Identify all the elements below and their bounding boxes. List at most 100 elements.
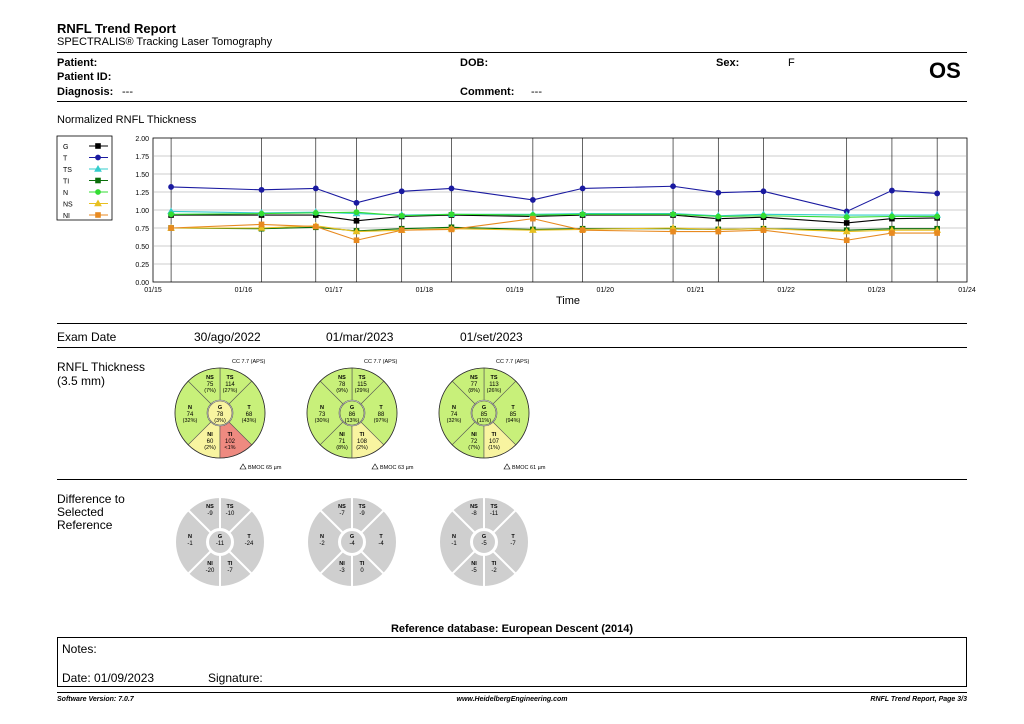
chart-y-tick-label: 2.00 bbox=[135, 136, 149, 143]
chart-legend-label: NS bbox=[63, 202, 73, 209]
sector-name: TI bbox=[228, 432, 233, 438]
sector-name: NS bbox=[470, 375, 478, 381]
sector-g bbox=[471, 400, 497, 426]
difference-circle-3: NS-8TS-11N-1T-7NI-5TI-2G-5 bbox=[438, 495, 530, 589]
scan-circle-label: CC 7.7 (APS) bbox=[496, 359, 529, 365]
notes-box: Notes: Date: 01/09/2023 Signature: bbox=[57, 637, 967, 687]
chart-series-n bbox=[168, 209, 941, 221]
scan-circle-label: CC 7.7 (APS) bbox=[232, 359, 265, 365]
divider bbox=[57, 52, 967, 53]
chart-series-line bbox=[171, 211, 938, 218]
sector-value: 74 bbox=[451, 412, 458, 418]
sector-name: G bbox=[350, 405, 354, 411]
sector-value: 114 bbox=[225, 382, 235, 388]
chart-data-point bbox=[398, 188, 405, 195]
diagnosis-label: Diagnosis: bbox=[57, 86, 114, 98]
chart-data-point bbox=[168, 211, 174, 218]
chart-data-point bbox=[934, 230, 940, 236]
sector-value: 88 bbox=[378, 412, 385, 418]
chart-data-point bbox=[353, 199, 360, 206]
sector-name: TI bbox=[360, 432, 365, 438]
sector-name: G bbox=[482, 405, 486, 411]
sector-difference: -24 bbox=[245, 541, 254, 547]
sector-value: 60 bbox=[207, 439, 214, 445]
chart-y-tick-label: 1.75 bbox=[135, 154, 149, 161]
sector-value: 73 bbox=[319, 412, 326, 418]
chart-y-tick-label: 0.00 bbox=[135, 280, 149, 287]
exam-date-2: 01/mar/2023 bbox=[326, 330, 394, 344]
sector-name: TS bbox=[226, 504, 233, 510]
chart-legend-marker bbox=[94, 199, 102, 207]
page-number: RNFL Trend Report, Page 3/3 bbox=[870, 696, 967, 703]
chart-x-tick-label: 01/16 bbox=[235, 287, 253, 294]
sector-percentile: (2%) bbox=[204, 445, 216, 451]
chart-data-point bbox=[889, 213, 895, 220]
chart-data-point bbox=[760, 188, 767, 195]
sector-g bbox=[339, 529, 365, 555]
sector-name: T bbox=[247, 405, 251, 411]
chart-data-point bbox=[843, 220, 850, 226]
chart-data-point bbox=[398, 227, 405, 233]
diagnosis-value: --- bbox=[122, 86, 133, 98]
sector-name: NI bbox=[471, 561, 477, 567]
chart-legend-label: NI bbox=[63, 213, 70, 220]
sector-difference: -8 bbox=[471, 511, 477, 517]
chart-y-tick-label: 1.00 bbox=[135, 208, 149, 215]
sector-difference: -1 bbox=[451, 541, 457, 547]
chart-series-line bbox=[171, 185, 938, 213]
chart-x-tick-label: 01/22 bbox=[777, 287, 795, 294]
chart-data-point bbox=[760, 212, 767, 219]
sector-name: TS bbox=[358, 504, 365, 510]
chart-data-point bbox=[168, 225, 174, 231]
sector-name: NI bbox=[471, 432, 477, 438]
sector-difference: -1 bbox=[187, 541, 193, 547]
sector-name: NS bbox=[470, 504, 478, 510]
sector-percentile: (26%) bbox=[487, 388, 502, 394]
bmo-icon bbox=[239, 463, 247, 470]
sector-value: 86 bbox=[349, 412, 356, 418]
chart-x-tick-label: 01/15 bbox=[144, 287, 162, 294]
sector-name: NS bbox=[338, 504, 346, 510]
sex-value: F bbox=[788, 57, 795, 69]
sector-name: G bbox=[218, 534, 222, 540]
dob-label: DOB: bbox=[460, 57, 489, 69]
sector-g bbox=[207, 400, 233, 426]
report-subtitle: SPECTRALIS® Tracking Laser Tomography bbox=[57, 36, 273, 48]
sector-name: N bbox=[452, 534, 456, 540]
sector-percentile: (8%) bbox=[468, 388, 480, 394]
chart-legend-marker bbox=[95, 212, 101, 218]
sector-name: N bbox=[320, 534, 324, 540]
sector-difference: -7 bbox=[227, 568, 233, 574]
sector-difference: -2 bbox=[491, 568, 497, 574]
chart-data-point bbox=[313, 223, 319, 230]
chart-series-line bbox=[171, 214, 938, 224]
chart-data-point bbox=[448, 185, 455, 192]
sector-difference: -9 bbox=[359, 511, 365, 517]
sector-difference: -9 bbox=[207, 511, 213, 517]
sector-percentile: (3%) bbox=[214, 418, 226, 424]
sector-difference: -11 bbox=[216, 541, 225, 547]
chart-data-point bbox=[579, 227, 586, 233]
exam-date-label: Exam Date bbox=[57, 330, 117, 344]
sector-difference: -7 bbox=[510, 541, 516, 547]
sector-name: TI bbox=[492, 561, 497, 567]
chart-data-point bbox=[168, 184, 174, 190]
sector-name: NI bbox=[207, 561, 213, 567]
thickness-circle-3: NS77(8%)TS113(26%)N74(32%)T85(94%)NI72(7… bbox=[438, 359, 546, 470]
chart-data-point bbox=[529, 226, 537, 233]
rnfl-thickness-sublabel: (3.5 mm) bbox=[57, 374, 105, 388]
signature-label: Signature: bbox=[208, 671, 263, 685]
sector-name: G bbox=[218, 405, 222, 411]
chart-data-point bbox=[258, 210, 265, 217]
notes-date: Date: 01/09/2023 bbox=[62, 671, 155, 685]
sector-difference: -5 bbox=[481, 541, 487, 547]
chart-y-tick-label: 1.25 bbox=[135, 190, 149, 197]
chart-series-ti bbox=[168, 224, 940, 234]
sector-value: 107 bbox=[489, 439, 500, 445]
chart-data-point bbox=[670, 183, 676, 190]
chart-x-tick-label: 01/21 bbox=[687, 287, 705, 294]
sector-g bbox=[339, 400, 365, 426]
